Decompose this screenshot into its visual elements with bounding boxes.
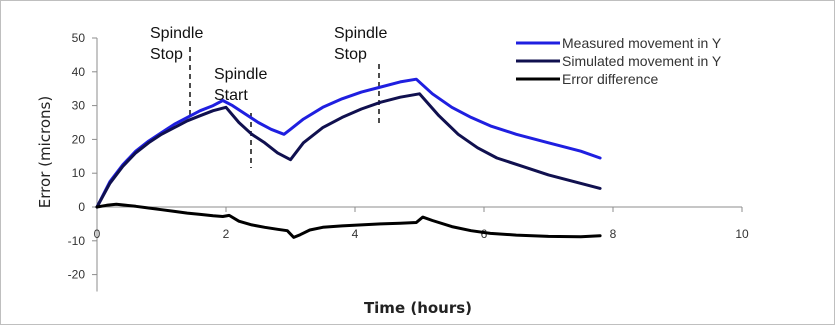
annotation-text: Spindle [214, 66, 267, 83]
measured-series-line [95, 77, 602, 209]
y-axis-label: Error (microns) [36, 96, 54, 208]
y-tick-label: -20 [68, 268, 86, 282]
y-tick-label: 0 [78, 200, 85, 214]
series-layer [95, 77, 602, 239]
x-tick-label: 8 [610, 227, 617, 241]
x-tick-label: 10 [735, 227, 749, 241]
annotation-text: Stop [334, 46, 367, 63]
error-series-line [95, 202, 602, 239]
y-tick-label: 10 [72, 166, 86, 180]
y-tick-label: 50 [72, 31, 86, 45]
annotation-text: Spindle [334, 25, 387, 42]
x-tick-label: 0 [94, 227, 101, 241]
annotation-text: Stop [150, 46, 183, 63]
legend-item-simulated-label: Simulated movement in Y [562, 53, 722, 69]
legend-item-measured-label: Measured movement in Y [562, 35, 722, 51]
simulated-series-line [95, 92, 602, 209]
legend-item-error-label: Error difference [562, 71, 658, 87]
y-tick-label: -10 [68, 234, 86, 248]
x-tick-label: 4 [352, 227, 359, 241]
x-axis-label: Time (hours) [364, 299, 472, 317]
y-tick-label: 30 [72, 99, 86, 113]
x-tick-label: 2 [223, 227, 230, 241]
legend: Measured movement in Y Simulated movement… [516, 35, 722, 87]
annotation-text: Spindle [150, 25, 203, 42]
y-tick-label: 40 [72, 65, 86, 79]
y-tick-label: 20 [72, 132, 86, 146]
